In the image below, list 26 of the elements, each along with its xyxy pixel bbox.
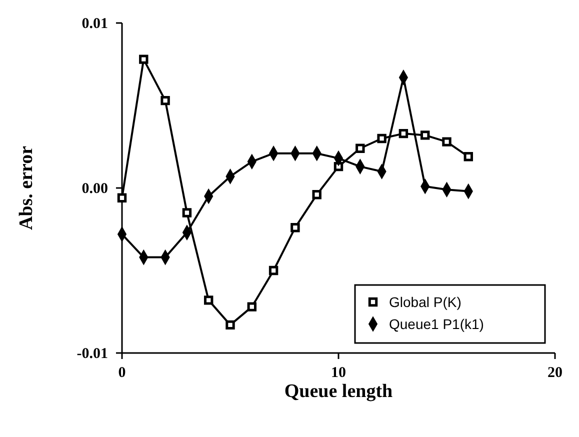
x-tick-label: 0 <box>118 365 126 381</box>
point <box>139 54 148 64</box>
point <box>442 137 452 146</box>
point <box>160 96 170 106</box>
x-axis-title: Queue length <box>284 381 394 402</box>
point <box>226 320 235 330</box>
x-tick-label: 10 <box>331 365 346 381</box>
point <box>268 266 278 276</box>
legend-label: Global P(K) <box>389 294 462 310</box>
point <box>377 134 386 144</box>
point <box>464 152 474 162</box>
legend-label: Queue1 P1(k1) <box>389 316 484 332</box>
point <box>420 130 430 140</box>
point <box>290 222 300 232</box>
point <box>204 296 214 305</box>
point <box>117 193 127 203</box>
y-tick-label: 0.01 <box>82 16 108 32</box>
x-tick-label: 20 <box>548 365 562 381</box>
point <box>356 144 365 154</box>
y-tick-label: -0.01 <box>76 346 108 362</box>
y-axis-title: Abs. error <box>16 145 37 230</box>
point <box>182 208 192 218</box>
point <box>247 302 257 312</box>
y-tick-label: 0.00 <box>82 181 108 197</box>
point <box>398 128 408 138</box>
point <box>312 190 322 200</box>
